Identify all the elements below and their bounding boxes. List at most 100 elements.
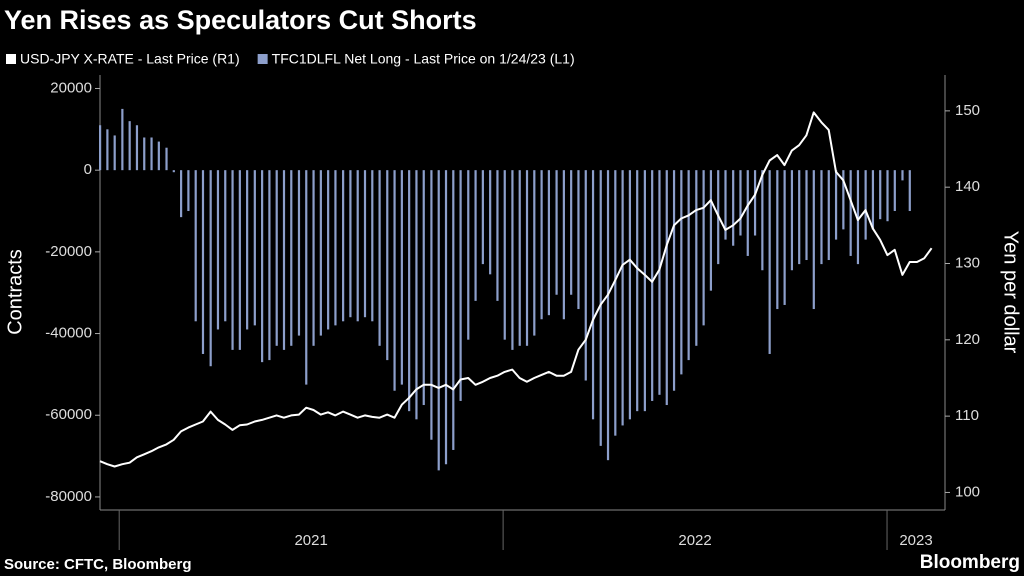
bar: [547, 170, 550, 316]
y-tick-label: -60000: [45, 406, 92, 423]
bar: [99, 125, 102, 171]
legend-swatch: [257, 54, 268, 64]
bar: [739, 170, 742, 236]
bar: [570, 170, 573, 295]
y2-tick-label: 110: [955, 407, 979, 424]
bar: [342, 170, 345, 322]
bar: [562, 170, 565, 320]
bar: [783, 170, 786, 305]
bar: [599, 170, 602, 446]
bar: [908, 170, 911, 212]
bar: [378, 170, 381, 346]
bar: [827, 170, 830, 261]
x-tick-label: 2023: [899, 532, 932, 549]
bar: [761, 170, 764, 271]
bar: [812, 170, 815, 310]
bar: [628, 170, 632, 420]
chart-title: Yen Rises as Speculators Cut Shorts: [4, 5, 477, 35]
bar: [746, 170, 749, 256]
bar: [312, 170, 315, 346]
y-axis-label: Contracts: [4, 249, 26, 335]
y-tick-label: 20000: [50, 79, 92, 96]
bar: [275, 170, 278, 346]
bar: [172, 170, 175, 173]
y-tick-label: 0: [84, 161, 92, 178]
price-line: [99, 111, 933, 468]
bar: [893, 170, 896, 212]
bar: [393, 170, 396, 391]
bar: [128, 121, 131, 171]
bar: [518, 170, 521, 346]
bar: [371, 170, 374, 322]
bar: [540, 170, 543, 320]
legend-label: USD-JPY X-RATE - Last Price (R1): [20, 51, 240, 67]
bar: [489, 170, 492, 275]
bar: [113, 135, 116, 171]
bar: [400, 170, 403, 385]
bar: [290, 170, 293, 346]
legend-label: TFC1DLFL Net Long - Last Price on 1/24/2…: [272, 51, 575, 67]
bar: [687, 170, 690, 361]
source-note: Source: CFTC, Bloomberg: [4, 556, 192, 573]
bar: [695, 170, 698, 346]
bar: [886, 170, 889, 222]
bar: [135, 125, 139, 171]
bar: [724, 170, 727, 240]
bar: [305, 170, 308, 385]
bar: [459, 170, 462, 401]
x-tick-label: 2022: [678, 532, 711, 549]
y2-tick-label: 120: [955, 331, 980, 348]
bar: [231, 170, 234, 350]
bar: [511, 170, 514, 350]
bar: [702, 170, 705, 326]
bar: [555, 170, 558, 295]
bar: [224, 170, 227, 322]
y2-axis-label: Yen per dollar: [1000, 231, 1022, 354]
y-tick-label: -20000: [45, 243, 92, 260]
bar: [444, 170, 448, 465]
bar: [879, 170, 882, 220]
bar: [467, 170, 470, 340]
bar: [790, 170, 794, 271]
bar: [157, 141, 160, 171]
bar: [430, 170, 433, 440]
bar: [201, 170, 205, 354]
bar: [180, 170, 183, 218]
bar: [297, 170, 301, 336]
bar: [452, 170, 455, 450]
bar: [327, 170, 330, 330]
bar: [194, 170, 197, 322]
bar: [525, 170, 529, 346]
bar: [820, 170, 823, 265]
y2-tick-label: 130: [955, 254, 980, 271]
bar: [665, 170, 668, 406]
bar: [636, 170, 639, 412]
bar: [805, 170, 808, 261]
bar: [216, 170, 220, 330]
bar: [246, 170, 249, 330]
bar: [165, 147, 168, 171]
bar: [150, 137, 153, 171]
bar: [268, 170, 271, 361]
y-tick-label: -40000: [45, 325, 92, 342]
bar: [408, 170, 411, 412]
bar: [776, 170, 779, 310]
bar: [481, 170, 484, 265]
bar: [187, 170, 190, 212]
bar: [621, 170, 624, 426]
bar: [533, 170, 536, 336]
bar: [253, 170, 256, 326]
bar: [474, 170, 477, 301]
bar: [422, 170, 425, 406]
bar: [614, 170, 617, 436]
bar: [901, 170, 904, 181]
bar: [356, 170, 359, 322]
bar: [106, 129, 109, 171]
bar: [643, 170, 646, 412]
bar: [658, 170, 661, 395]
bar: [856, 170, 860, 265]
bar: [834, 170, 838, 240]
bar: [584, 170, 587, 381]
y2-tick-label: 100: [955, 483, 980, 500]
